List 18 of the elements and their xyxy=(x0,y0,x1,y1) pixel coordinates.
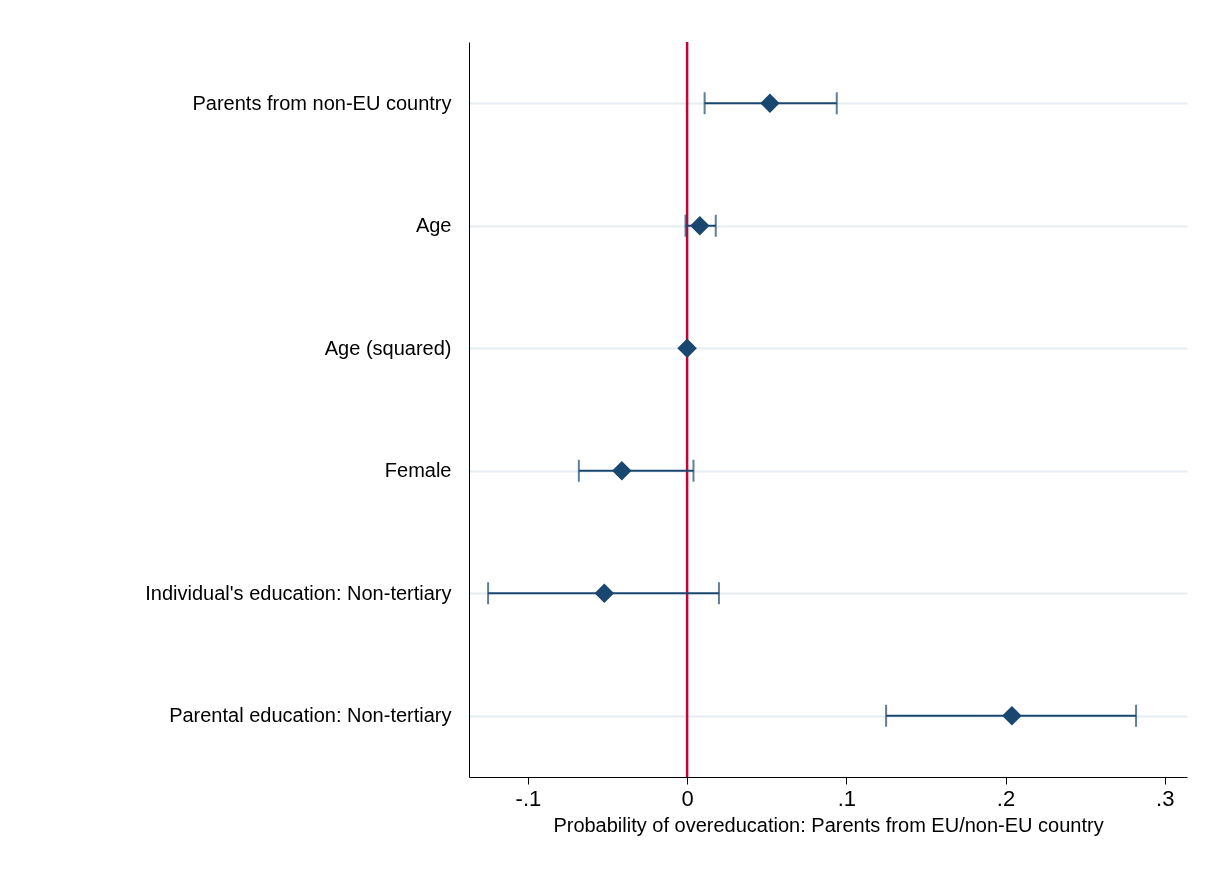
x-tick-label: .1 xyxy=(837,785,856,811)
y-tick-label: Parents from non-EU country xyxy=(192,91,452,114)
x-tick-label: .3 xyxy=(1156,785,1175,811)
x-tick-label: -.1 xyxy=(515,785,542,811)
y-tick-label: Female xyxy=(384,459,452,482)
point xyxy=(594,583,615,603)
y-tick-label: Age (squared) xyxy=(324,336,452,359)
y-tick-label: Age xyxy=(415,214,452,237)
point xyxy=(677,338,697,358)
point xyxy=(1002,706,1022,726)
y-tick-label: Parental education: Non-tertiary xyxy=(169,704,452,727)
x-tick-label: 0 xyxy=(681,785,694,811)
x-axis-title: Probability of overeducation: Parents from EU/non-EU country xyxy=(553,813,1104,836)
point xyxy=(760,93,780,113)
point xyxy=(612,461,632,481)
y-tick-label: Individual's education: Non-tertiary xyxy=(145,581,452,604)
point xyxy=(690,216,710,236)
x-tick-label: .2 xyxy=(996,785,1016,811)
